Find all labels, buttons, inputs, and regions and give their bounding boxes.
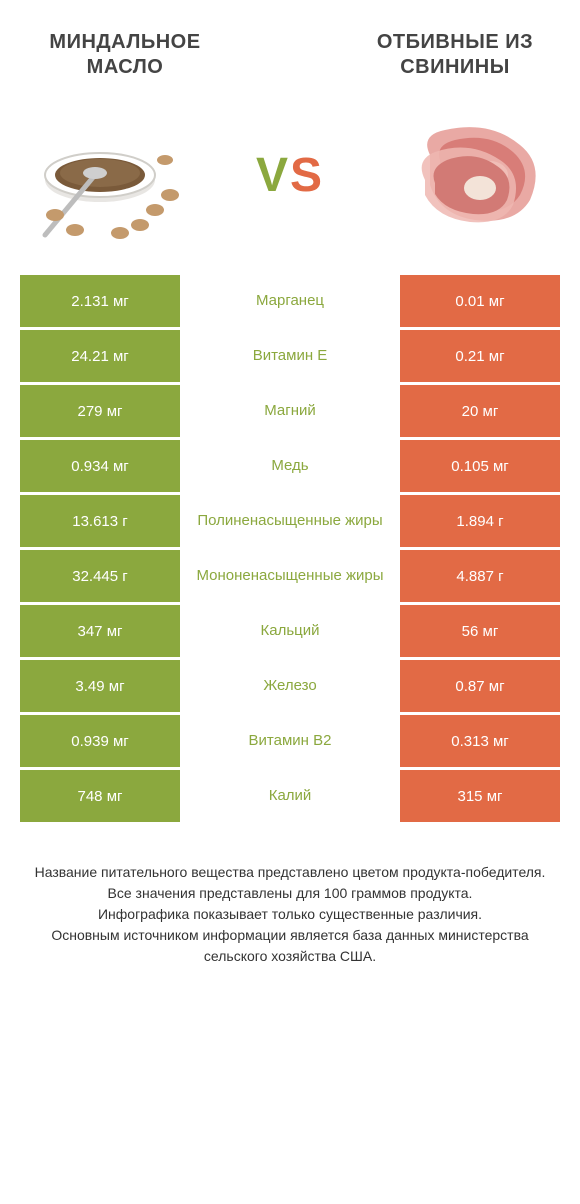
nutrient-row: 347 мгКальций56 мг — [20, 605, 560, 657]
nutrient-row: 2.131 мгМарганец0.01 мг — [20, 275, 560, 327]
right-value: 1.894 г — [400, 495, 560, 547]
left-product-title: МИНДАЛЬНОЕ МАСЛО — [20, 30, 230, 80]
left-value: 0.934 мг — [20, 440, 180, 492]
right-value: 0.87 мг — [400, 660, 560, 712]
footer-notes: Название питательного вещества представл… — [20, 862, 560, 967]
vs-label: VS — [256, 148, 324, 203]
nutrient-name: Калий — [180, 770, 400, 822]
right-value: 0.313 мг — [400, 715, 560, 767]
footer-line-1: Название питательного вещества представл… — [20, 862, 560, 883]
left-value: 347 мг — [20, 605, 180, 657]
pork-chop-icon — [395, 110, 555, 240]
nutrient-row: 24.21 мгВитамин E0.21 мг — [20, 330, 560, 382]
right-value: 0.21 мг — [400, 330, 560, 382]
right-value: 20 мг — [400, 385, 560, 437]
left-value: 748 мг — [20, 770, 180, 822]
right-product-image — [390, 100, 560, 250]
left-value: 279 мг — [20, 385, 180, 437]
right-value: 56 мг — [400, 605, 560, 657]
right-product-title: ОТБИВНЫЕ ИЗ СВИНИНЫ — [350, 30, 560, 80]
nutrient-name: Медь — [180, 440, 400, 492]
left-value: 2.131 мг — [20, 275, 180, 327]
right-value: 315 мг — [400, 770, 560, 822]
vs-v: V — [256, 149, 290, 202]
footer-line-3: Инфографика показывает только существенн… — [20, 904, 560, 925]
nutrient-row: 13.613 гПолиненасыщенные жиры1.894 г — [20, 495, 560, 547]
nutrient-row: 0.934 мгМедь0.105 мг — [20, 440, 560, 492]
nutrient-name: Витамин B2 — [180, 715, 400, 767]
footer-line-4: Основным источником информации является … — [20, 925, 560, 967]
left-value: 13.613 г — [20, 495, 180, 547]
nutrient-row: 0.939 мгВитамин B20.313 мг — [20, 715, 560, 767]
almond-butter-icon — [25, 105, 185, 245]
nutrient-name: Магний — [180, 385, 400, 437]
left-value: 32.445 г — [20, 550, 180, 602]
nutrient-name: Марганец — [180, 275, 400, 327]
nutrient-name: Полиненасыщенные жиры — [180, 495, 400, 547]
left-value: 24.21 мг — [20, 330, 180, 382]
nutrient-row: 32.445 гМононенасыщенные жиры4.887 г — [20, 550, 560, 602]
header: МИНДАЛЬНОЕ МАСЛО ОТБИВНЫЕ ИЗ СВИНИНЫ — [20, 30, 560, 80]
left-value: 0.939 мг — [20, 715, 180, 767]
nutrient-row: 748 мгКалий315 мг — [20, 770, 560, 822]
comparison-infographic: МИНДАЛЬНОЕ МАСЛО ОТБИВНЫЕ ИЗ СВИНИНЫ — [0, 0, 580, 1007]
nutrient-name: Мононенасыщенные жиры — [180, 550, 400, 602]
vs-s: S — [290, 149, 324, 202]
nutrient-row: 3.49 мгЖелезо0.87 мг — [20, 660, 560, 712]
nutrient-name: Витамин E — [180, 330, 400, 382]
nutrient-name: Железо — [180, 660, 400, 712]
left-product-image — [20, 100, 190, 250]
image-row: VS — [20, 100, 560, 250]
right-value: 0.01 мг — [400, 275, 560, 327]
left-value: 3.49 мг — [20, 660, 180, 712]
right-value: 0.105 мг — [400, 440, 560, 492]
right-value: 4.887 г — [400, 550, 560, 602]
nutrient-table: 2.131 мгМарганец0.01 мг24.21 мгВитамин E… — [20, 275, 560, 822]
footer-line-2: Все значения представлены для 100 граммо… — [20, 883, 560, 904]
nutrient-row: 279 мгМагний20 мг — [20, 385, 560, 437]
nutrient-name: Кальций — [180, 605, 400, 657]
